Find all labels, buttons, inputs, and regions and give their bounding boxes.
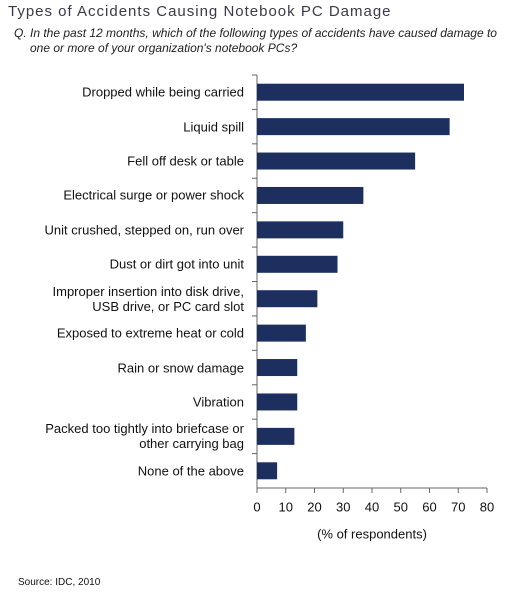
x-tick-label: 20: [307, 499, 321, 514]
x-axis-label: (% of respondents): [317, 526, 427, 541]
y-tick-label: Dust or dirt got into unit: [109, 256, 244, 272]
y-tick-label: None of the above: [137, 463, 244, 479]
x-tick-label: 80: [480, 499, 494, 514]
bar: [257, 152, 416, 170]
y-tick-label: Packed too tightly into briefcase or oth…: [45, 421, 244, 452]
bar: [257, 221, 344, 239]
bar: [257, 393, 298, 411]
y-tick-label: Fell off desk or table: [127, 153, 244, 169]
source: Source: IDC, 2010: [18, 577, 101, 588]
x-tick-label: 30: [336, 499, 350, 514]
y-tick-label: Dropped while being carried: [82, 84, 244, 100]
bar: [257, 255, 338, 273]
bar: [257, 290, 318, 308]
x-tick-label: 10: [279, 499, 293, 514]
y-tick-label: Vibration: [192, 394, 244, 410]
bar: [257, 462, 278, 480]
bar: [257, 359, 298, 377]
y-tick-label: Exposed to extreme heat or cold: [56, 325, 244, 341]
x-tick-label: 70: [451, 499, 465, 514]
y-tick-label: Electrical surge or power shock: [63, 187, 244, 203]
y-tick-label: Unit crushed, stepped on, run over: [44, 222, 244, 238]
bar: [257, 118, 450, 136]
x-tick-label: 0: [253, 499, 260, 514]
x-tick-label: 60: [422, 499, 436, 514]
chart-subtitle: Q. In the past 12 months, which of the f…: [14, 26, 497, 55]
bar: [257, 324, 306, 342]
y-tick-label: Liquid spill: [183, 119, 244, 135]
x-tick-label: 40: [365, 499, 379, 514]
bar: [257, 427, 295, 445]
bar: [257, 186, 364, 204]
x-tick-label: 50: [394, 499, 408, 514]
bar: [257, 83, 464, 101]
y-tick-label: Rain or snow damage: [117, 360, 244, 376]
chart-title: Types of Accidents Causing Notebook PC D…: [8, 3, 392, 20]
y-tick-label: Improper insertion into disk drive, USB …: [52, 283, 244, 314]
